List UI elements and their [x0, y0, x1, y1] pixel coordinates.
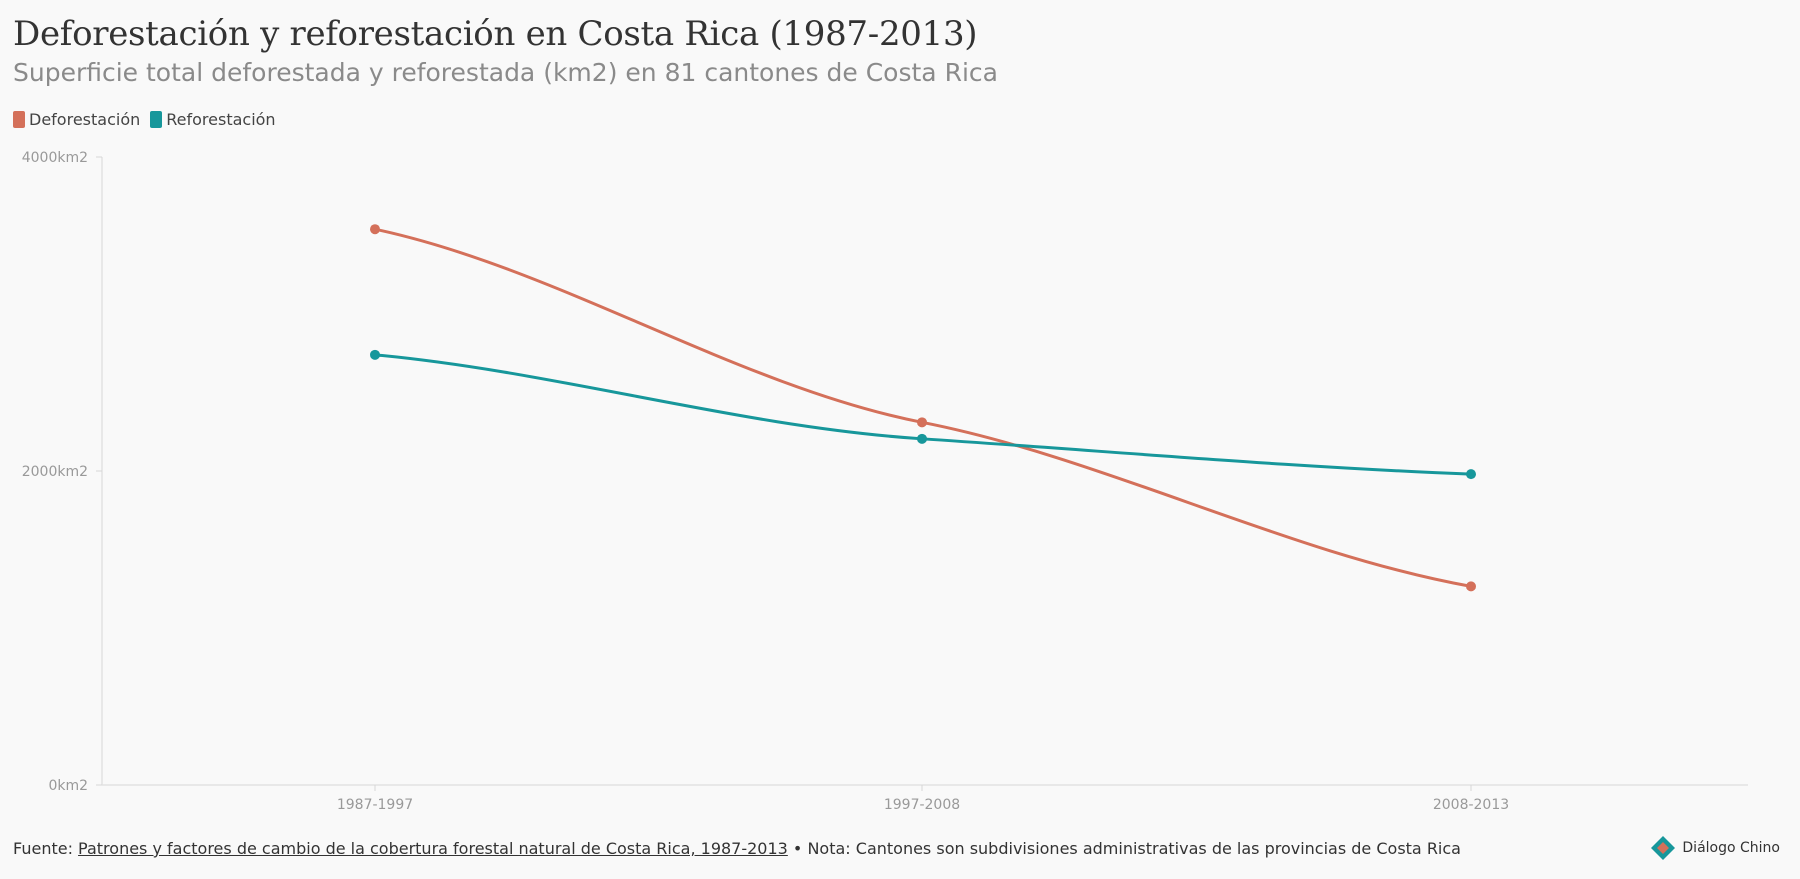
- x-tick-label: 1987-1997: [337, 797, 413, 813]
- source-link[interactable]: Patrones y factores de cambio de la cobe…: [78, 839, 788, 858]
- legend-label-deforestacion: Deforestación: [29, 110, 141, 129]
- brand-name: Diálogo Chino: [1682, 840, 1780, 856]
- dialogo-chino-logo-icon: [1651, 836, 1676, 860]
- footer: Fuente: Patrones y factores de cambio de…: [13, 839, 1461, 858]
- source-prefix: Fuente:: [13, 839, 79, 858]
- data-point-deforestacion: [1466, 581, 1476, 592]
- legend-item-deforestacion[interactable]: Deforestación: [13, 110, 140, 129]
- chart-title: Deforestación y reforestación en Costa R…: [13, 14, 978, 54]
- y-tick-label: 4000km2: [22, 150, 88, 166]
- y-tick-label: 2000km2: [22, 464, 88, 480]
- legend-swatch-deforestacion: [13, 111, 25, 128]
- line-chart: 0km2 2000km2 4000km2 1987-1997 1997-2008 2008…: [22, 150, 1748, 813]
- y-tick-label: 0km2: [48, 778, 88, 794]
- data-point-deforestacion: [370, 224, 380, 235]
- legend-item-reforestacion[interactable]: Reforestación: [150, 110, 276, 129]
- data-point-reforestacion: [917, 433, 927, 444]
- data-point-reforestacion: [1466, 469, 1476, 480]
- footer-note: • Nota: Cantones son subdivisiones admin…: [787, 839, 1461, 858]
- x-tick-label: 2008-2013: [1433, 797, 1509, 813]
- data-point-deforestacion: [917, 417, 927, 428]
- legend-label-reforestacion: Reforestación: [166, 110, 276, 129]
- legend-swatch-reforestacion: [150, 111, 163, 128]
- brand-logo[interactable]: Diálogo Chino: [1650, 835, 1780, 861]
- chart-subtitle: Superficie total deforestada y reforesta…: [13, 58, 998, 87]
- data-point-reforestacion: [370, 349, 380, 360]
- x-tick-label: 1997-2008: [884, 797, 960, 813]
- series-line-reforestacion: [374, 353, 1472, 476]
- legend: Deforestación Reforestación: [13, 110, 280, 129]
- series-line-deforestacion: [374, 227, 1472, 588]
